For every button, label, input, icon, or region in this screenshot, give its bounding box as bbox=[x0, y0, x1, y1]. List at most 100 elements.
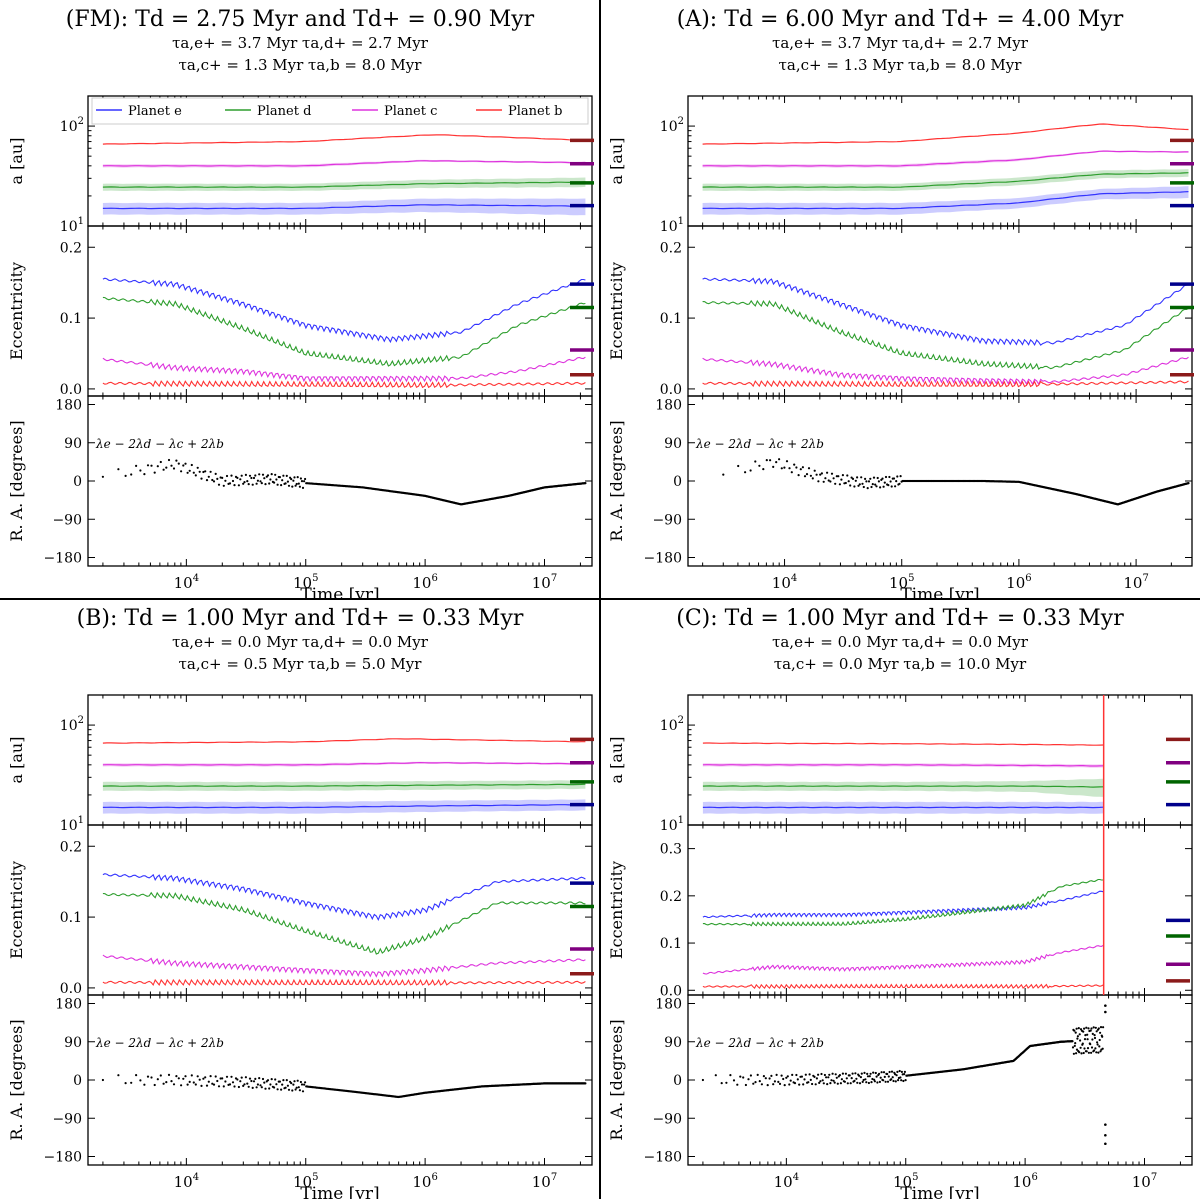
ra-point bbox=[866, 1075, 870, 1078]
ra-point bbox=[225, 474, 229, 478]
ra-point bbox=[855, 1077, 858, 1080]
x-tick-label: 104 bbox=[774, 1172, 799, 1191]
ra-point bbox=[857, 484, 860, 487]
ra-point bbox=[851, 1072, 854, 1075]
ra-point bbox=[286, 480, 289, 483]
ecc-y-tick-label: 0.1 bbox=[60, 311, 82, 327]
ra-point bbox=[778, 1082, 782, 1085]
ra-point bbox=[117, 1074, 120, 1077]
ra-point bbox=[256, 479, 259, 482]
ra-point bbox=[1104, 1123, 1107, 1126]
ra-point bbox=[853, 485, 856, 488]
ra-point bbox=[737, 464, 740, 468]
a-line-e bbox=[102, 204, 586, 210]
ra-point bbox=[760, 1083, 763, 1086]
ra-point bbox=[858, 1082, 862, 1085]
ra-point bbox=[841, 1072, 844, 1075]
ra-point bbox=[890, 485, 893, 488]
a-y-tick-label: 102 bbox=[60, 715, 84, 734]
ecc-axis-frame bbox=[87, 225, 593, 397]
ra-point bbox=[786, 1075, 789, 1078]
ra-point bbox=[866, 1072, 869, 1075]
ra-point bbox=[246, 480, 249, 483]
ra-point bbox=[194, 1083, 197, 1086]
ra-point bbox=[887, 484, 890, 487]
a-line-c bbox=[102, 761, 586, 766]
ra-point bbox=[782, 1077, 785, 1081]
ra-point bbox=[788, 467, 791, 470]
ra-y-tick-label: 180 bbox=[55, 398, 82, 414]
timescale-line-2: τa,c+ = 0.5 Myr τa,b = 5.0 Myr bbox=[179, 655, 423, 673]
ra-point bbox=[282, 1079, 285, 1082]
ra-point bbox=[165, 466, 168, 469]
chart-svg: (FM): Td = 2.75 Myr and Td+ = 0.90 Myr τa… bbox=[7, 7, 594, 600]
ra-point bbox=[204, 470, 207, 473]
ra-point bbox=[1087, 1051, 1090, 1054]
ra-point bbox=[231, 1081, 235, 1084]
ra-point bbox=[1071, 1046, 1075, 1049]
ra-point bbox=[883, 1075, 886, 1078]
ra-point bbox=[904, 1079, 907, 1082]
ra-point bbox=[198, 1078, 201, 1081]
ra-point bbox=[221, 1077, 224, 1080]
ra-point bbox=[1096, 1041, 1099, 1044]
ra-point bbox=[819, 473, 822, 476]
ra-point bbox=[280, 484, 283, 487]
ra-point bbox=[304, 1081, 307, 1084]
a-line-d bbox=[702, 172, 1189, 188]
ra-point bbox=[775, 1073, 778, 1076]
ra-point bbox=[300, 480, 304, 483]
ra-point bbox=[834, 482, 837, 485]
ra-point bbox=[772, 1083, 775, 1086]
a-line-b bbox=[702, 742, 1104, 746]
ra-point bbox=[209, 1075, 212, 1078]
ra-point bbox=[180, 1084, 183, 1087]
legend-label-b: Planet b bbox=[508, 104, 562, 119]
ra-point bbox=[124, 474, 127, 477]
ra-point bbox=[864, 477, 867, 480]
ra-point bbox=[233, 484, 236, 487]
x-tick-label: 106 bbox=[412, 573, 437, 592]
ra-point bbox=[1086, 1047, 1090, 1050]
ra-point bbox=[124, 1082, 127, 1085]
ra-points bbox=[722, 458, 1190, 506]
ra-point bbox=[224, 1080, 227, 1083]
a-line-b bbox=[102, 738, 586, 744]
ra-point bbox=[266, 474, 270, 477]
ra-point bbox=[820, 1072, 823, 1076]
ra-point bbox=[834, 1073, 837, 1076]
ra-point bbox=[899, 1076, 902, 1079]
ra-y-tick-label: −180 bbox=[44, 1150, 82, 1166]
ra-y-tick-label: 180 bbox=[55, 997, 82, 1013]
ra-point bbox=[826, 471, 829, 474]
ra-point bbox=[892, 1079, 895, 1083]
ra-y-tick-label: 180 bbox=[655, 997, 682, 1013]
ra-point bbox=[190, 1074, 193, 1077]
ra-point bbox=[188, 1080, 191, 1083]
ra-point bbox=[250, 476, 253, 480]
ra-point bbox=[766, 1084, 769, 1087]
ra-point bbox=[793, 1082, 797, 1085]
ra-point bbox=[1095, 1051, 1098, 1054]
ra-point bbox=[882, 1071, 886, 1074]
ra-point bbox=[836, 1082, 839, 1085]
ra-point bbox=[135, 1074, 138, 1077]
ra-point bbox=[188, 469, 191, 472]
ra-point bbox=[153, 471, 156, 474]
ra-point bbox=[1077, 1027, 1080, 1030]
ra-point bbox=[788, 1083, 791, 1086]
ra-point bbox=[281, 479, 284, 482]
ra-axis-label: R. A. [degrees] bbox=[7, 420, 26, 541]
ra-y-tick-label: 90 bbox=[64, 436, 82, 452]
ra-point bbox=[1104, 1133, 1107, 1137]
timescale-line-1: τa,e+ = 0.0 Myr τa,d+ = 0.0 Myr bbox=[172, 633, 429, 651]
ra-point bbox=[829, 480, 832, 483]
chart-svg: (A): Td = 6.00 Myr and Td+ = 4.00 Myr τa,… bbox=[607, 7, 1194, 600]
ra-point bbox=[729, 1074, 732, 1077]
ra-point bbox=[270, 473, 273, 476]
ra-point bbox=[758, 464, 761, 467]
ra-point bbox=[1085, 1050, 1088, 1053]
ra-point bbox=[900, 1070, 903, 1073]
ra-point bbox=[273, 1086, 276, 1089]
a-axis-label: a [au] bbox=[607, 737, 626, 784]
